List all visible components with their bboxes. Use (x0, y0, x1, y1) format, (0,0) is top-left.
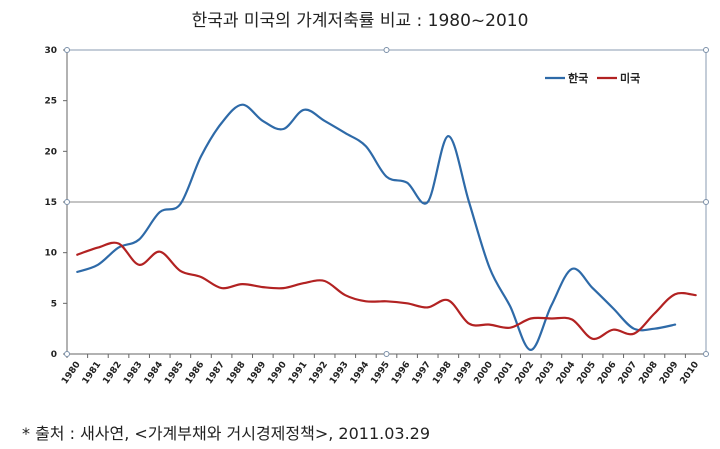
y-tick-label: 0 (51, 350, 57, 360)
x-tick-label: 1995 (369, 360, 392, 386)
legend-label-1: 한국 (568, 71, 588, 85)
x-tick-label: 1988 (225, 360, 248, 386)
y-tick-label: 20 (44, 147, 57, 157)
selection-handle (383, 47, 390, 53)
selection-handle (64, 351, 70, 357)
x-tick-label: 1983 (122, 360, 145, 386)
legend-label-2: 미국 (620, 71, 640, 85)
x-tick-label: 1993 (328, 360, 351, 386)
series-line-1 (76, 103, 677, 352)
x-tick-label: 1994 (349, 360, 372, 386)
chart-title: 한국과 미국의 가계저축률 비교 : 1980~2010 (191, 11, 529, 31)
selection-handles (64, 47, 709, 357)
selection-handle (703, 351, 709, 357)
x-tick-label: 1982 (101, 360, 124, 386)
grid-layer (67, 49, 707, 354)
series-line-2 (76, 241, 697, 341)
x-tick-label: 1981 (81, 360, 104, 386)
y-tick-label: 15 (44, 198, 57, 208)
x-tick-label: 1990 (266, 360, 289, 386)
source-note: * 출처 : 새사연, <가계부채와 거시경제정책>, 2011.03.29 (22, 424, 431, 443)
y-tick-label: 10 (44, 249, 57, 259)
x-tick-label: 2006 (596, 360, 619, 386)
x-tick-label: 2007 (617, 360, 640, 386)
x-tick-label: 1999 (452, 360, 475, 386)
x-tick-label: 1992 (308, 360, 331, 386)
selection-handle (703, 199, 709, 205)
y-tick-label: 30 (44, 46, 57, 56)
x-tick-label: 1980 (60, 360, 83, 386)
x-tick-label: 1986 (184, 360, 207, 386)
y-tick-label: 5 (51, 299, 57, 309)
x-tick-label: 2005 (576, 360, 599, 386)
x-tick-label: 1997 (411, 360, 434, 386)
x-tick-label: 2002 (514, 360, 537, 386)
selection-handle (64, 47, 70, 53)
x-tick-label: 1996 (390, 360, 413, 386)
x-tick-label: 1985 (163, 360, 186, 386)
x-tick-label: 2003 (534, 360, 557, 386)
x-tick-label: 1987 (204, 360, 227, 386)
x-tick-label: 2009 (658, 360, 681, 386)
selection-handle (64, 199, 70, 205)
selection-handle (383, 351, 390, 357)
x-tick-label: 1989 (246, 360, 269, 386)
x-tick-label: 1984 (143, 360, 166, 386)
x-tick-label: 1991 (287, 360, 310, 386)
y-tick-label: 25 (44, 97, 57, 107)
x-tick-label: 2001 (493, 360, 516, 386)
selection-handle (703, 47, 709, 53)
series-layer (76, 103, 697, 352)
legend: 한국 미국 (545, 71, 640, 85)
x-tick-label: 2010 (679, 360, 702, 386)
x-tick-label: 2000 (472, 360, 495, 386)
x-tick-label: 1998 (431, 360, 454, 386)
x-tick-label: 2008 (637, 360, 660, 386)
axis-layer: 0 5 10 15 20 25 30 1980198119821983198419851986… (44, 46, 706, 386)
x-tick-label: 2004 (555, 360, 578, 386)
